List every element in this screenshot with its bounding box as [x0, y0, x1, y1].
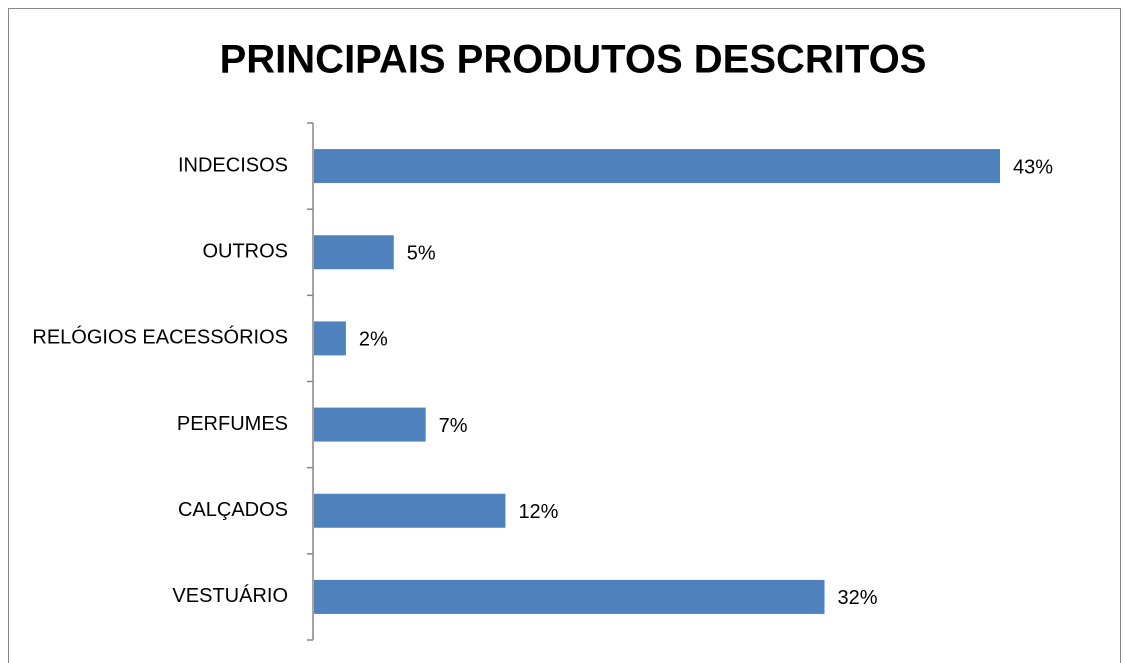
bar [314, 407, 426, 442]
y-tick-label: VESTUÁRIO [172, 584, 288, 607]
value-label: 5% [407, 243, 436, 265]
value-label: 12% [518, 501, 558, 523]
value-label: 7% [439, 415, 468, 437]
bar [314, 579, 825, 614]
value-label: 32% [838, 587, 878, 609]
chart-title: PRINCIPAIS PRODUTOS DESCRITOS [220, 38, 927, 82]
bar [314, 493, 506, 528]
value-label: 2% [359, 329, 388, 351]
y-tick-label: OUTROS [202, 241, 288, 263]
y-tick-label: INDECISOS [178, 154, 288, 176]
y-tick-label: CALÇADOS [178, 499, 288, 521]
chart-frame [8, 8, 1121, 663]
y-tick-label: RELÓGIOS EACESSÓRIOS [32, 326, 288, 349]
bar [314, 321, 346, 356]
y-tick-label: PERFUMES [177, 413, 288, 435]
bar [314, 235, 394, 270]
value-label: 43% [1013, 156, 1053, 178]
bar [314, 149, 1000, 184]
